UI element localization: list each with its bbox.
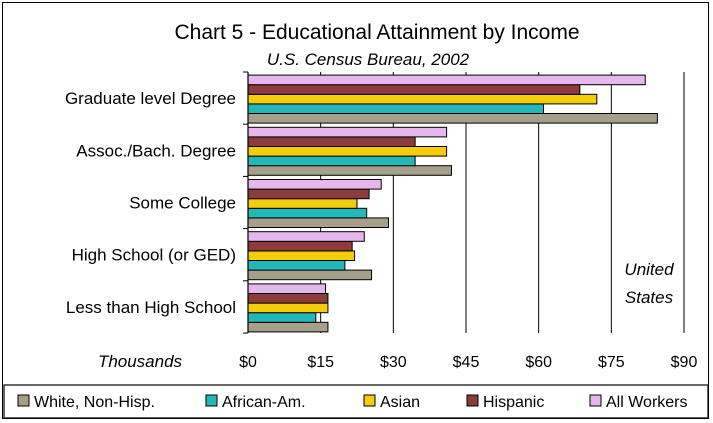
bar-african-am-high-school-or-ged: [247, 260, 346, 271]
bar-hispanic-high-school-or-ged: [247, 240, 353, 252]
bar-asian-some-college: [247, 198, 358, 209]
x-tick-labels: $0 $15 $30 $45 $60 $75 $90: [239, 354, 697, 371]
annotation-line-2: States: [625, 288, 674, 307]
bar-hispanic-graduate-level-degree: [247, 84, 581, 95]
legend-swatch-white-non-hisp: [17, 394, 30, 407]
legend-swatch-all-workers: [589, 394, 602, 407]
bar-all-workers-high-school-or-ged: [247, 231, 365, 242]
legend-swatch-african-am: [205, 394, 218, 407]
legend-label-all-workers: All Workers: [606, 394, 688, 411]
bar-hispanic-some-college: [247, 188, 370, 200]
legend: White, Non-Hisp. African-Am. Asian Hispanic…: [17, 394, 688, 411]
x-tick-label-15: $15: [307, 354, 334, 371]
bar-white-non-hisp-less-than-high-school: [247, 321, 329, 333]
x-tick-label-90: $90: [671, 354, 698, 371]
bar-all-workers-graduate-level-degree: [247, 74, 646, 86]
category-labels: Graduate level Degree Assoc./Bach. Degree…: [65, 89, 236, 317]
bar-african-am-some-college: [247, 207, 368, 219]
chart-title: Chart 5 - Educational Attainment by Inco…: [174, 21, 579, 44]
bar-african-am-assoc-bach-degree: [247, 155, 416, 167]
bar-african-am-graduate-level-degree: [247, 103, 545, 115]
annotation-line-1: United: [624, 260, 674, 279]
bar-all-workers-less-than-high-school: [247, 283, 327, 294]
legend-label-hispanic: Hispanic: [483, 394, 544, 411]
bar-all-workers-some-college: [247, 179, 382, 190]
chart-canvas: Chart 5 - Educational Attainment by Inco…: [3, 21, 709, 419]
category-label-some-college: Some College: [129, 194, 236, 213]
chart-frame: Chart 5 - Educational Attainment by Inco…: [2, 2, 709, 419]
legend-label-african-am: African-Am.: [222, 394, 306, 411]
bar-all-workers-assoc-bach-degree: [247, 126, 448, 138]
chart-subtitle: U.S. Census Bureau, 2002: [267, 50, 470, 69]
bar-white-non-hisp-graduate-level-degree: [247, 113, 658, 124]
x-tick-label-0: $0: [239, 354, 257, 371]
legend-label-asian: Asian: [380, 394, 420, 411]
bar-white-non-hisp-assoc-bach-degree: [247, 165, 452, 176]
x-tick-label-30: $30: [380, 354, 407, 371]
bar-asian-graduate-level-degree: [247, 93, 598, 105]
legend-swatch-asian: [363, 394, 376, 407]
category-label-less-than-high-school: Less than High School: [66, 298, 236, 317]
bar-hispanic-less-than-high-school: [247, 293, 329, 304]
legend-swatch-hispanic: [466, 394, 479, 407]
category-label-graduate-level-degree: Graduate level Degree: [65, 89, 236, 108]
x-tick-label-45: $45: [453, 354, 480, 371]
bar-asian-less-than-high-school: [247, 302, 329, 314]
plot-area: [243, 71, 685, 334]
category-label-assoc-bach-degree: Assoc./Bach. Degree: [76, 141, 236, 160]
bar-asian-assoc-bach-degree: [247, 146, 448, 157]
x-tick-label-75: $75: [598, 354, 625, 371]
x-axis-label: Thousands: [98, 352, 183, 371]
legend-label-white-non-hisp: White, Non-Hisp.: [34, 394, 155, 411]
bar-white-non-hisp-some-college: [247, 217, 389, 228]
category-label-high-school-or-ged: High School (or GED): [72, 246, 236, 265]
bar-african-am-less-than-high-school: [247, 312, 317, 323]
bar-asian-high-school-or-ged: [247, 250, 356, 261]
bar-white-non-hisp-high-school-or-ged: [247, 269, 373, 281]
bar-hispanic-assoc-bach-degree: [247, 136, 416, 147]
x-tick-label-60: $60: [525, 354, 552, 371]
